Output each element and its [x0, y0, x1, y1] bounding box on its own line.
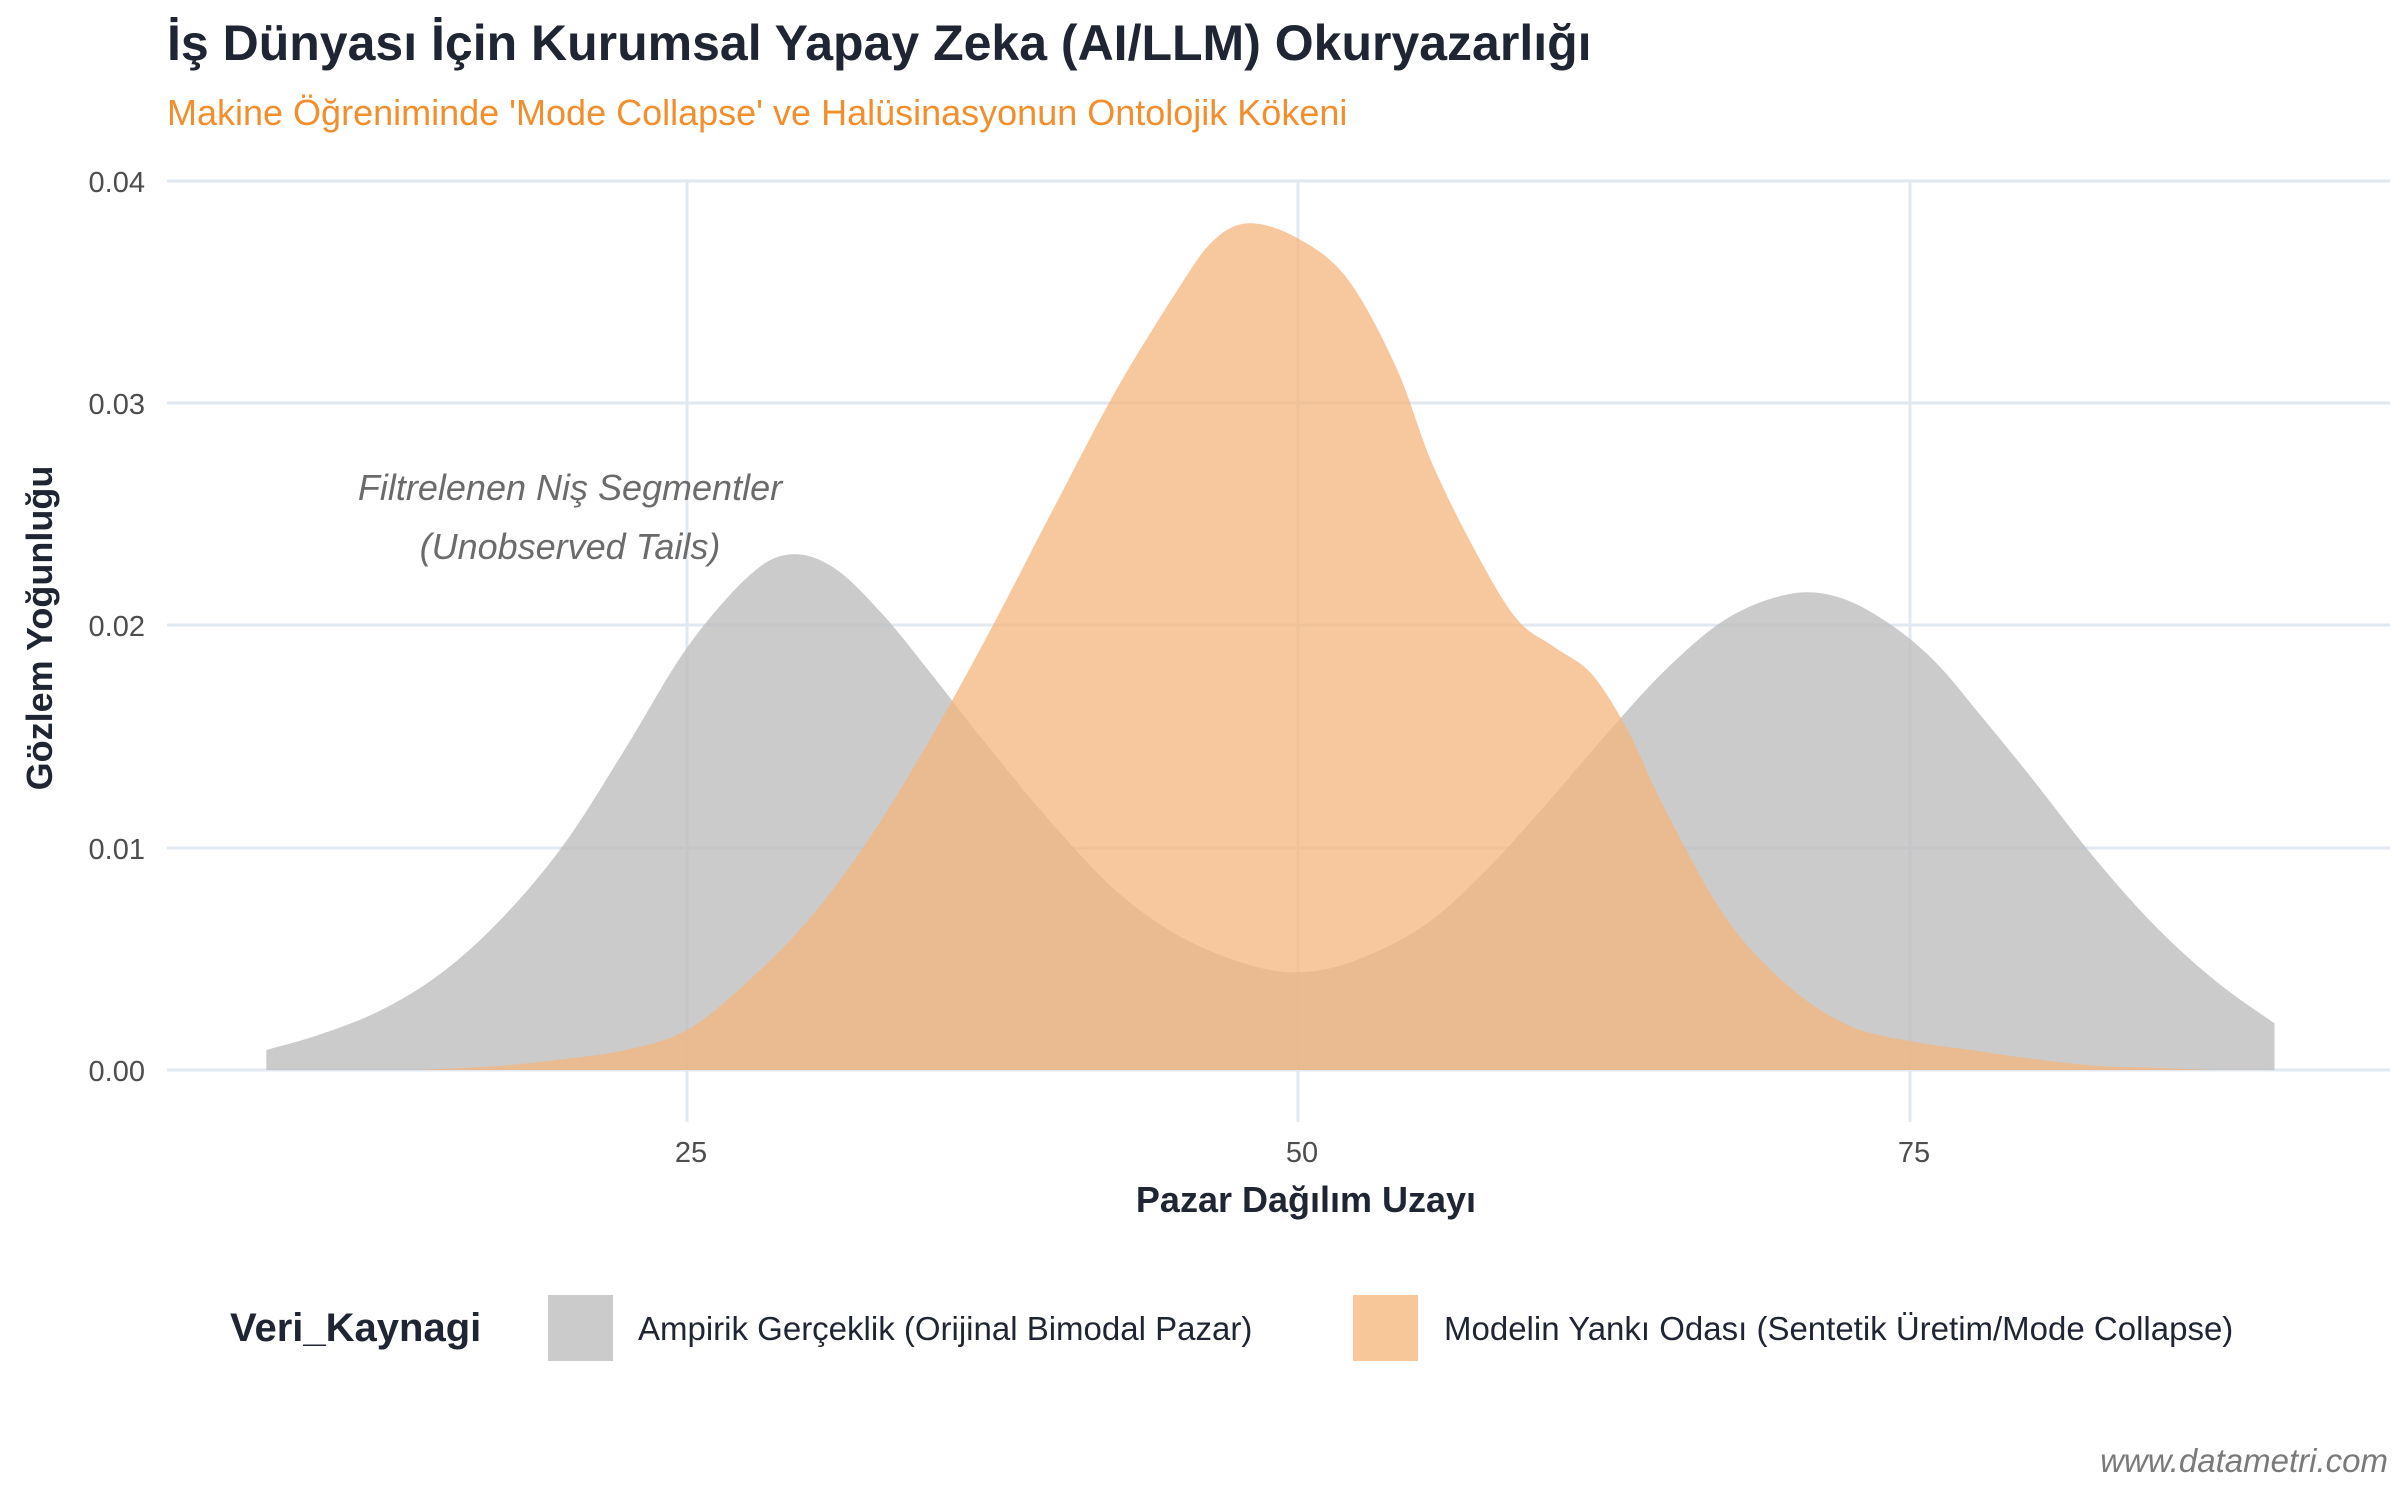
- xtick-label: 25: [675, 1137, 707, 1169]
- ytick-label: 0.03: [89, 389, 145, 421]
- ytick-label: 0.04: [89, 167, 145, 199]
- density-area-empirical: [266, 554, 2275, 1070]
- x-axis-title: Pazar Dağılım Uzayı: [1136, 1179, 1476, 1220]
- density-area-synthetic: [417, 223, 2275, 1071]
- ytick-label: 0.02: [89, 611, 145, 643]
- watermark: www.datametri.com: [2100, 1442, 2388, 1479]
- y-axis-title: Gözlem Yoğunluğu: [19, 466, 60, 791]
- xtick-label: 50: [1286, 1137, 1318, 1169]
- legend: Veri_Kaynagi Ampirik Gerçeklik (Orijinal…: [0, 1290, 2400, 1370]
- x-axis-ticks: 25 50 75: [675, 1137, 1930, 1169]
- chart-title: İş Dünyası İçin Kurumsal Yapay Zeka (AI/…: [167, 15, 1592, 71]
- legend-label-synthetic: Modelin Yankı Odası (Sentetik Üretim/Mod…: [1444, 1310, 2234, 1347]
- ytick-label: 0.00: [89, 1056, 145, 1088]
- legend-key-synthetic: [1353, 1295, 1418, 1361]
- legend-key-empirical: [548, 1295, 613, 1361]
- xtick-label: 75: [1898, 1137, 1930, 1169]
- y-axis-ticks: 0.04 0.03 0.02 0.01 0.00: [89, 167, 145, 1088]
- legend-label-empirical: Ampirik Gerçeklik (Orijinal Bimodal Paza…: [638, 1310, 1253, 1347]
- legend-title: Veri_Kaynagi: [230, 1306, 482, 1350]
- annotation-line-2: (Unobserved Tails): [420, 526, 721, 567]
- ytick-label: 0.01: [89, 834, 145, 866]
- chart-subtitle: Makine Öğreniminde 'Mode Collapse' ve Ha…: [167, 92, 1348, 133]
- annotation-line-1: Filtrelenen Niş Segmentler: [358, 467, 784, 508]
